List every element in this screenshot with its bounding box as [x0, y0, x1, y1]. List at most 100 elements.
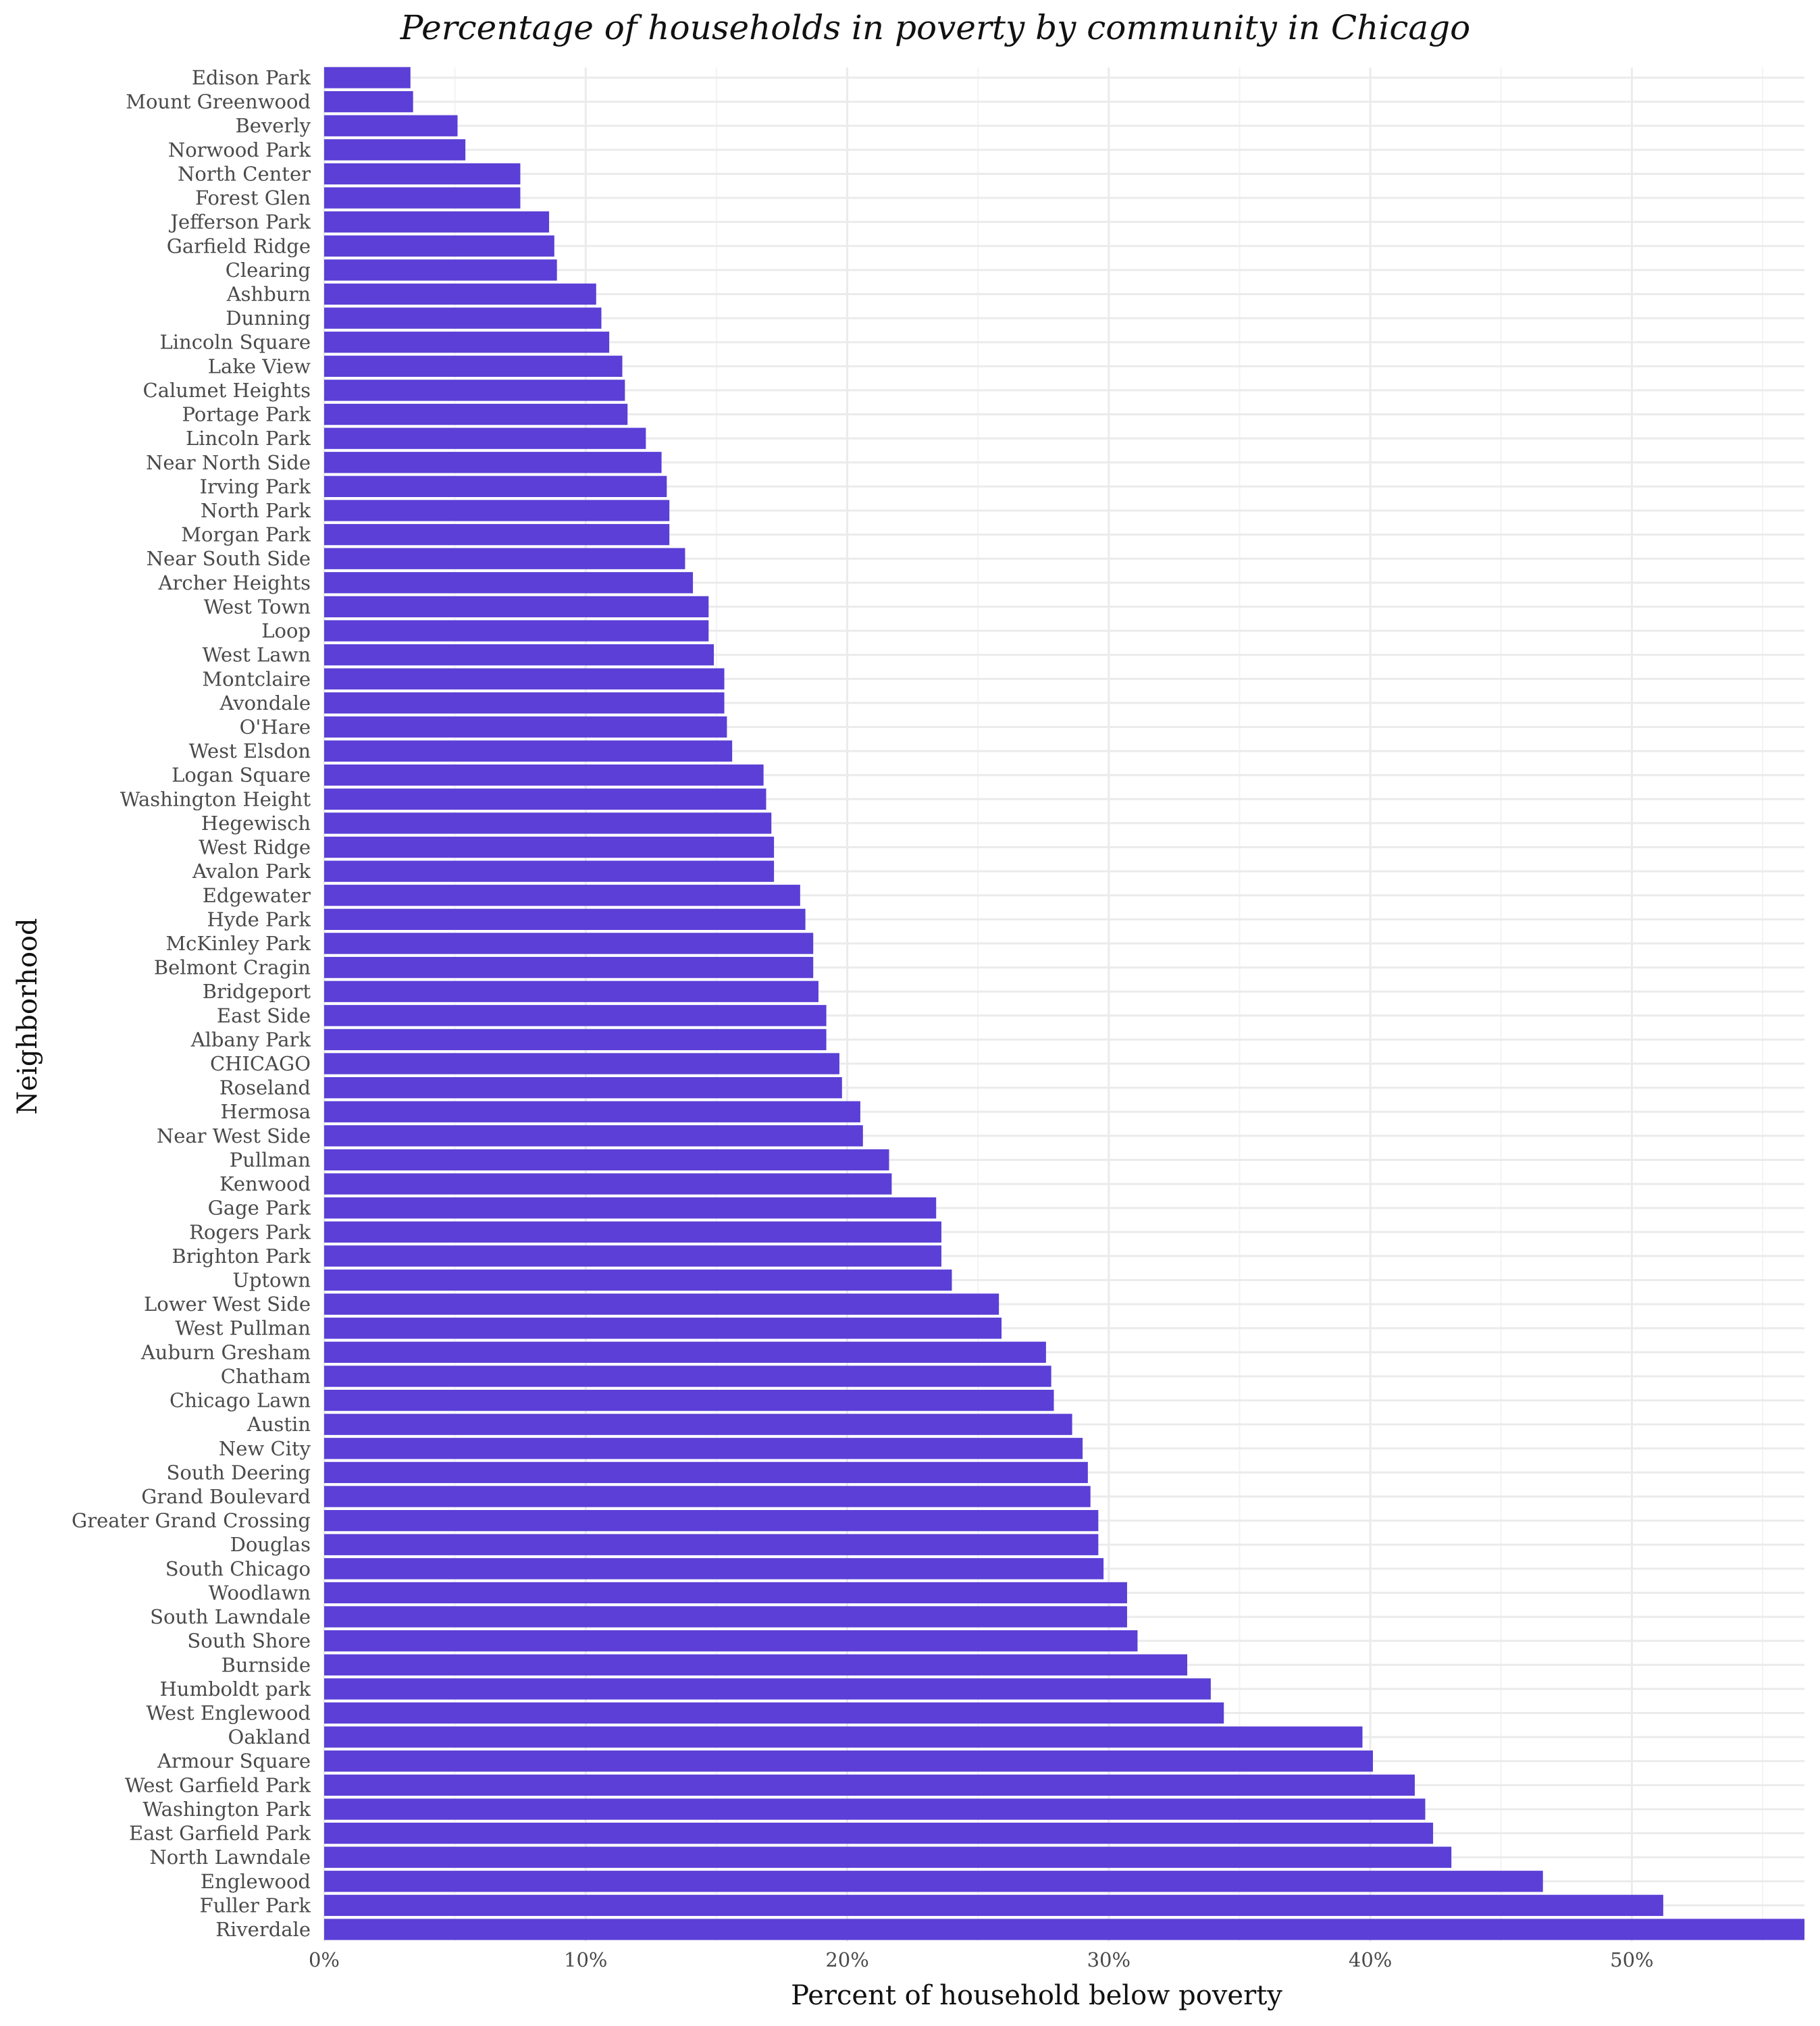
bar	[324, 283, 596, 305]
category-label: Lincoln Square	[159, 331, 311, 354]
bar	[324, 1149, 889, 1171]
bar	[324, 523, 670, 546]
bar	[324, 1654, 1188, 1676]
bar	[324, 1341, 1046, 1363]
bar	[324, 1076, 842, 1099]
category-label: Auburn Gresham	[140, 1341, 311, 1363]
category-label: North Lawndale	[149, 1846, 311, 1869]
category-label: CHICAGO	[210, 1052, 311, 1075]
bar	[324, 1125, 863, 1147]
category-label: West Pullman	[175, 1317, 311, 1340]
category-label: Humboldt park	[160, 1678, 311, 1700]
bar	[324, 1750, 1373, 1772]
bar	[324, 692, 725, 714]
category-label: Pullman	[230, 1148, 311, 1171]
bar	[324, 187, 521, 209]
bar	[324, 1919, 1804, 1940]
bar	[324, 1509, 1099, 1532]
bar	[324, 1798, 1426, 1820]
bar	[324, 1606, 1127, 1628]
category-label: West Ridge	[199, 836, 311, 859]
x-tick-label: 20%	[825, 1948, 868, 1971]
category-label: Armour Square	[157, 1750, 311, 1773]
bar	[324, 355, 623, 377]
bar	[324, 1871, 1543, 1892]
x-tick-label: 0%	[309, 1948, 340, 1971]
bar	[324, 644, 714, 666]
bar	[324, 1101, 860, 1122]
category-label: Woodlawn	[209, 1581, 311, 1604]
bar	[324, 956, 814, 979]
bar	[324, 380, 625, 401]
category-label: East Side	[217, 1004, 311, 1027]
bar	[324, 235, 554, 257]
bar	[324, 1774, 1415, 1796]
bar	[324, 211, 550, 233]
bar	[324, 1438, 1083, 1459]
bar	[324, 933, 814, 954]
bar	[324, 1029, 827, 1051]
category-label: North Center	[178, 162, 311, 185]
category-label: Near West Side	[157, 1124, 311, 1147]
category-label: Gage Park	[208, 1197, 311, 1220]
category-label: West Elsdon	[189, 739, 311, 762]
category-label: Chatham	[221, 1365, 311, 1388]
category-label: Washington Height	[120, 787, 311, 810]
bar	[324, 1245, 941, 1267]
x-tick-label: 40%	[1349, 1948, 1392, 1971]
bar	[324, 788, 766, 810]
bar	[324, 475, 667, 498]
category-label: West Garfield Park	[125, 1773, 311, 1796]
category-label: Douglas	[230, 1533, 311, 1556]
bar	[324, 1726, 1363, 1748]
x-tick-labels: 0% 10% 20% 30% 40% 50%	[309, 1948, 1654, 1971]
bar	[324, 67, 411, 88]
category-label: Hyde Park	[207, 908, 311, 931]
bar	[324, 1413, 1072, 1435]
category-label: Englewood	[201, 1870, 311, 1893]
bar	[324, 1005, 827, 1027]
category-label: Edison Park	[192, 66, 311, 89]
category-label: South Shore	[187, 1630, 311, 1653]
bar	[324, 1366, 1051, 1387]
category-label: South Chicago	[165, 1557, 311, 1580]
bar	[324, 259, 557, 281]
category-label: Hermosa	[221, 1100, 311, 1123]
category-label: Portage Park	[182, 403, 311, 426]
category-label: O'Hare	[240, 715, 311, 738]
bar	[324, 332, 610, 353]
category-label: Dunning	[226, 307, 311, 330]
category-label: West Town	[204, 595, 311, 618]
bar	[324, 740, 733, 762]
category-label: Logan Square	[172, 764, 311, 787]
bar	[324, 1318, 1002, 1339]
bar	[324, 1678, 1211, 1700]
bar	[324, 885, 800, 906]
bar	[324, 812, 772, 834]
category-label: Loop	[261, 619, 311, 642]
category-label: Burnside	[222, 1653, 311, 1676]
category-label: Oakland	[228, 1725, 311, 1748]
bars	[324, 67, 1804, 1940]
category-label: Norwood Park	[168, 138, 311, 161]
category-label: West Lawn	[203, 644, 311, 667]
x-tick-label: 30%	[1087, 1948, 1130, 1971]
category-label: Greater Grand Crossing	[72, 1509, 311, 1532]
category-label: Kenwood	[219, 1172, 311, 1195]
bar	[324, 860, 775, 882]
category-label: South Deering	[166, 1461, 311, 1484]
bar	[324, 403, 628, 425]
category-label: Irving Park	[200, 475, 311, 498]
category-label: East Garfield Park	[129, 1822, 311, 1845]
category-label: Bridgeport	[203, 980, 311, 1003]
y-axis-title: Neighborhood	[12, 918, 43, 1114]
bar	[324, 90, 413, 113]
category-label: Near South Side	[147, 547, 311, 570]
bar	[324, 1486, 1091, 1507]
bar	[324, 1269, 952, 1291]
category-label: Riverdale	[215, 1918, 311, 1941]
category-label: Fuller Park	[199, 1894, 311, 1917]
category-label: Grand Boulevard	[141, 1485, 311, 1508]
bar	[324, 1461, 1088, 1484]
category-label: Ashburn	[226, 282, 311, 305]
